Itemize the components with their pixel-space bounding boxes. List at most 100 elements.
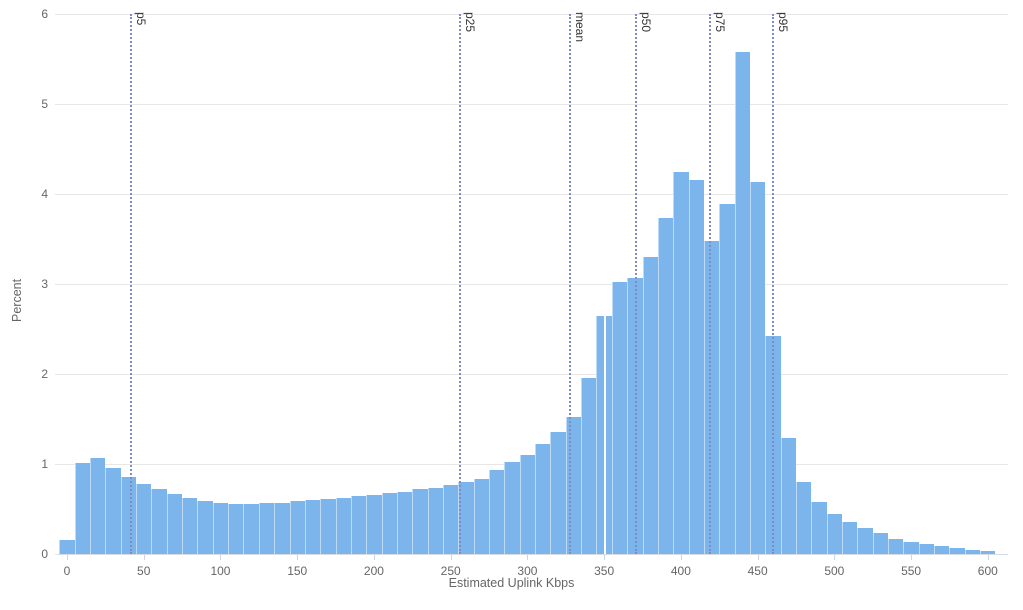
histogram-bar-540kbps[interactable] <box>888 538 904 554</box>
histogram-bar-270kbps[interactable] <box>473 479 490 554</box>
x-tick-label-400: 400 <box>670 564 691 578</box>
gridline-y-4 <box>55 194 1008 195</box>
gridline-y-2 <box>55 374 1008 375</box>
histogram-bar-30kbps[interactable] <box>105 467 121 554</box>
histogram-bar-500kbps[interactable] <box>826 513 843 554</box>
x-tick-label-100: 100 <box>210 564 231 578</box>
histogram-bar-40kbps[interactable] <box>120 476 137 554</box>
gridline-y-6 <box>55 14 1008 15</box>
histogram-bar-150kbps[interactable] <box>289 500 305 554</box>
histogram-bar-230kbps[interactable] <box>412 489 428 554</box>
x-axis-title: Estimated Uplink Kbps <box>448 576 575 590</box>
histogram-bar-90kbps[interactable] <box>197 500 213 554</box>
x-tick-mark-550 <box>911 555 913 560</box>
x-tick-mark-250 <box>450 555 452 560</box>
x-tick-mark-500 <box>834 555 836 560</box>
histogram-bar-160kbps[interactable] <box>304 500 321 554</box>
histogram-bar-600kbps[interactable] <box>980 551 996 554</box>
histogram-bar-370kbps[interactable] <box>627 277 643 554</box>
histogram-bar-340kbps[interactable] <box>581 377 597 554</box>
histogram-bar-220kbps[interactable] <box>396 491 413 554</box>
histogram-bar-400kbps[interactable] <box>673 171 689 554</box>
x-tick-label-200: 200 <box>363 564 384 578</box>
histogram-bar-310kbps[interactable] <box>535 444 551 554</box>
y-tick-label-2: 2 <box>41 367 48 381</box>
histogram-bar-0kbps[interactable] <box>59 539 75 554</box>
histogram-bar-140kbps[interactable] <box>274 502 290 554</box>
x-tick-mark-150 <box>297 555 299 560</box>
y-tick-label-5: 5 <box>41 97 48 111</box>
x-tick-label-450: 450 <box>747 564 768 578</box>
histogram-bar-470kbps[interactable] <box>780 437 796 554</box>
histogram-bar-580kbps[interactable] <box>949 547 965 554</box>
histogram-bar-60kbps[interactable] <box>151 489 167 554</box>
histogram-bar-410kbps[interactable] <box>688 179 704 554</box>
histogram-bar-320kbps[interactable] <box>550 431 566 554</box>
histogram-bar-510kbps[interactable] <box>842 521 858 554</box>
plotline-p95 <box>771 14 774 554</box>
histogram-bar-80kbps[interactable] <box>182 498 198 554</box>
plotline-label-p75: p75 <box>713 12 728 33</box>
histogram-bar-520kbps[interactable] <box>857 527 873 554</box>
histogram-bar-490kbps[interactable] <box>811 501 827 554</box>
histogram-bar-210kbps[interactable] <box>381 492 397 554</box>
plotline-p75 <box>709 14 712 554</box>
histogram-bar-190kbps[interactable] <box>350 496 367 554</box>
bar-seam-350 <box>604 316 607 554</box>
histogram-bar-240kbps[interactable] <box>427 488 443 554</box>
histogram-bar-300kbps[interactable] <box>519 455 536 554</box>
x-tick-label-0: 0 <box>63 564 71 578</box>
histogram-bar-180kbps[interactable] <box>335 498 351 554</box>
x-tick-mark-300 <box>527 555 529 560</box>
histogram-bar-170kbps[interactable] <box>320 499 336 554</box>
histogram-bar-110kbps[interactable] <box>228 503 244 554</box>
y-tick-label-0: 0 <box>41 547 48 561</box>
histogram-bar-590kbps[interactable] <box>964 549 981 554</box>
x-tick-mark-200 <box>373 555 375 560</box>
y-tick-label-3: 3 <box>41 277 48 291</box>
histogram-bar-440kbps[interactable] <box>734 51 750 554</box>
histogram-bar-560kbps[interactable] <box>918 544 935 554</box>
plotline-p5 <box>130 14 133 554</box>
histogram-bar-10kbps[interactable] <box>74 463 90 554</box>
histogram-bar-250kbps[interactable] <box>443 484 459 554</box>
histogram-bar-290kbps[interactable] <box>504 462 520 554</box>
histogram-bar-570kbps[interactable] <box>934 545 950 554</box>
histogram-bar-260kbps[interactable] <box>458 482 474 554</box>
plotline-p50 <box>635 14 638 554</box>
plotline-label-mean: mean <box>573 12 588 43</box>
histogram-bar-430kbps[interactable] <box>719 203 735 554</box>
histogram-bar-120kbps[interactable] <box>243 503 259 554</box>
x-tick-label-150: 150 <box>287 564 308 578</box>
histogram-bar-50kbps[interactable] <box>136 483 152 554</box>
histogram-bar-330kbps[interactable] <box>565 417 582 554</box>
histogram-bar-420kbps[interactable] <box>703 240 720 554</box>
histogram-bar-530kbps[interactable] <box>872 533 889 554</box>
histogram-bar-450kbps[interactable] <box>749 182 766 554</box>
y-tick-label-1: 1 <box>41 457 48 471</box>
plotline-label-p25: p25 <box>462 12 477 33</box>
y-tick-label-6: 6 <box>41 7 48 21</box>
histogram-bar-360kbps[interactable] <box>611 282 628 554</box>
x-tick-label-350: 350 <box>594 564 615 578</box>
histogram-bar-550kbps[interactable] <box>903 542 919 554</box>
histogram-bar-200kbps[interactable] <box>366 494 382 554</box>
histogram-bar-390kbps[interactable] <box>657 218 674 554</box>
histogram-bar-130kbps[interactable] <box>258 502 275 554</box>
plotline-label-p5: p5 <box>134 12 149 26</box>
gridline-y-5 <box>55 104 1008 105</box>
histogram-bar-20kbps[interactable] <box>90 457 106 554</box>
x-tick-mark-350 <box>604 555 606 560</box>
histogram-bar-480kbps[interactable] <box>795 482 812 554</box>
plotline-mean <box>569 14 572 554</box>
plotline-label-p95: p95 <box>775 12 790 33</box>
histogram-bar-100kbps[interactable] <box>212 502 229 554</box>
x-tick-label-600: 600 <box>977 564 998 578</box>
x-tick-label-50: 50 <box>137 564 151 578</box>
histogram-bar-280kbps[interactable] <box>489 470 505 554</box>
x-tick-mark-50 <box>143 555 145 560</box>
histogram-bar-70kbps[interactable] <box>166 493 183 554</box>
histogram-bar-380kbps[interactable] <box>642 257 658 554</box>
x-tick-label-300: 300 <box>517 564 538 578</box>
